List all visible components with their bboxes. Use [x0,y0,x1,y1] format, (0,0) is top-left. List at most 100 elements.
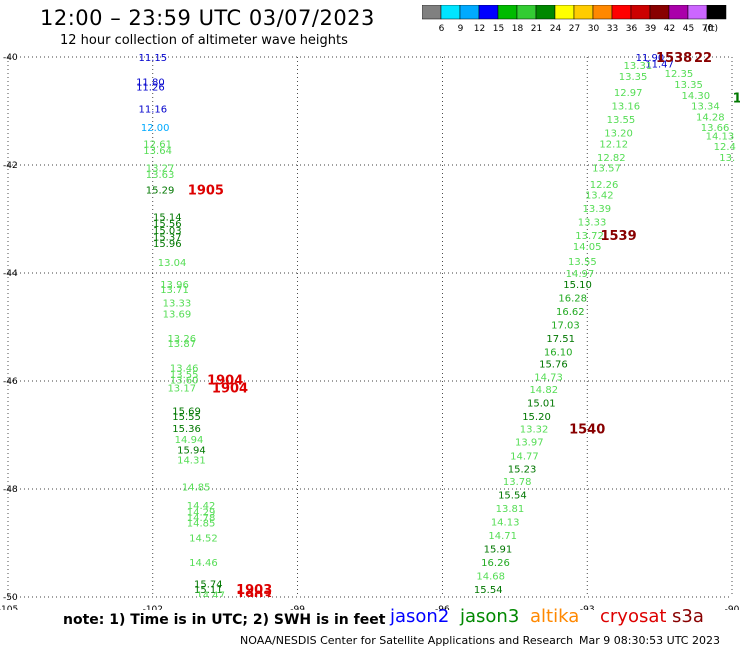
lon-tick-label: -96 [435,605,450,610]
wave-height-label: 15.54 [474,585,503,596]
legend-s3a: s3a [672,606,704,627]
wave-height-label: 12.26 [590,180,619,191]
wave-height-label: 15.10 [563,280,592,291]
wave-height-label: 13.78 [503,477,532,488]
wave-height-label: 14.30 [681,91,710,102]
wave-height-map: -105 -102 -99 -96 -93 -90 -40 -42 -44 -46 -48 -50 11… [0,51,740,610]
color-swatch [706,5,727,20]
wave-height-label: 16.62 [556,307,585,318]
lat-tick-label: -40 [3,53,18,63]
wave-height-label: 15.91 [484,544,513,555]
wave-height-label: 17.03 [551,320,580,331]
wave-height-label: 14.71 [488,531,517,542]
wave-height-label: 15.55 [172,412,201,423]
wave-height-label: 13.35 [674,80,703,91]
lat-tick-label: -44 [3,269,18,279]
wave-height-label: 16.28 [558,293,587,304]
wave-height-label: 11.80 [136,77,165,88]
color-scale-label: 70 [702,24,714,34]
wave-height-label: 14.68 [476,571,505,582]
wave-height-label: 12.12 [599,139,628,150]
lat-tick-label: -42 [3,161,18,171]
legend-cryosat: cryosat [600,606,667,627]
legend-jason3: jason3 [460,606,520,627]
wave-height-label: 15.03 [153,226,182,237]
wave-height-label: 13.66 [701,123,730,134]
wave-height-label: 13.55 [568,257,597,268]
page-subtitle: 12 hour collection of altimeter wave hei… [60,33,348,48]
pass-time-label: 1903 [236,589,272,604]
legend-altika: altika [530,606,580,627]
wave-height-label: 13.16 [611,102,640,113]
lon-tick-label: -102 [143,605,163,610]
color-scale-label: 36 [626,24,638,34]
pass-time-label: 1539 [600,229,636,244]
wave-height-label: 14.31 [177,455,206,466]
wave-height-label: 13.57 [592,164,621,175]
wave-height-label: 12.97 [614,88,643,99]
legend-jason2: jason2 [390,606,450,627]
color-scale-label: 6 [439,24,445,34]
wave-height-label: 14.97 [566,269,595,280]
wave-height-label: 13.87 [167,339,196,350]
color-scale-label: 15 [493,24,504,34]
wave-height-label: 11.47 [645,59,674,70]
wave-height-label: 12.82 [597,153,626,164]
pass-time-label: 1903 [236,583,272,598]
wave-height-label: 13.55 [607,115,636,126]
wave-height-label: 14.94 [175,435,204,446]
wave-height-label: 13.71 [160,285,189,296]
color-scale-bar: 6 9 12 15 18 21 24 27 30 33 36 39 42 45 70(ft) [422,5,727,34]
lat-tick-label: -46 [3,377,18,387]
wave-height-label: 15.14 [153,212,182,223]
wave-height-label: 13.39 [583,204,612,215]
pass-time-label: 1540 [569,423,605,438]
wave-height-label: 12.61 [143,139,172,150]
wave-height-label: 13.27 [146,164,175,175]
lat-tick-label: -50 [3,593,18,603]
wave-height-label: 15.76 [539,360,568,371]
wave-height-label: 15.69 [172,407,201,418]
color-scale-label: 42 [664,24,675,34]
wave-height-label: 14.78 [187,513,216,524]
wave-height-label: 16.26 [481,558,510,569]
wave-height-label: 13.96 [160,280,189,291]
wave-height-label: 11.90 [636,53,665,64]
generation-timestamp: Mar 9 08:30:53 UTC 2023 [579,634,720,647]
wave-height-label: 13.81 [496,504,525,515]
wave-height-label: 15.56 [153,219,182,230]
wave-height-label: 14.29 [187,508,216,519]
wave-height-label: 13.33 [578,218,607,229]
wave-height-label: 13.35 [619,72,648,83]
color-scale-label: 18 [512,24,524,34]
wave-height-label: 12.00 [141,123,170,134]
wave-height-label: 13.20 [604,129,633,140]
lon-tick-label: -105 [0,605,18,610]
wave-height-label: 15.36 [172,424,201,435]
wave-height-label: 14.73 [534,373,563,384]
color-scale-label: 39 [645,24,657,34]
credit-line: NOAA/NESDIS Center for Satellite Applica… [240,634,574,647]
color-scale-label: 21 [531,24,542,34]
wave-height-label: 13.97 [515,437,544,448]
pass-time-label: 1904 [212,381,248,396]
wave-height-label: 15.54 [498,490,527,501]
wave-height-label: 13.17 [167,383,196,394]
wave-height-label: 15.37 [153,232,182,243]
pass-time-label: 15 [733,92,740,107]
color-scale-label: 33 [607,24,618,34]
wave-height-label: 14.82 [529,385,558,396]
wave-height-label: 12.35 [665,69,694,80]
lon-tick-label: -93 [580,605,595,610]
wave-height-label: 13.63 [146,170,175,181]
lon-tick-label: -99 [290,605,305,610]
wave-height-label: 14.47 [196,590,225,601]
wave-height-label: 13.72 [575,231,604,242]
lon-tick-label: -90 [725,605,740,610]
wave-height-label: 13.69 [163,310,192,321]
wave-height-label: 17.51 [546,334,575,345]
wave-height-label: 13.46 [170,364,199,375]
wave-height-label: 14.85 [182,482,211,493]
wave-height-label: 15.29 [146,185,175,196]
